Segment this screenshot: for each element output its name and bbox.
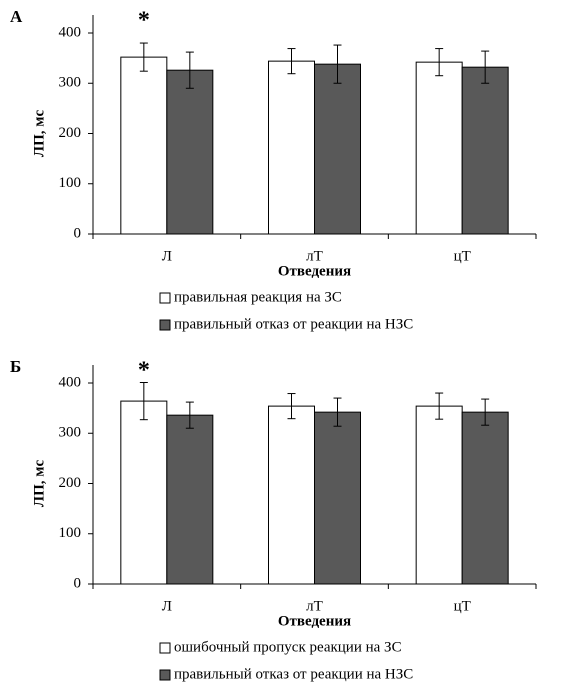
x-axis-label: Отведения [278, 613, 351, 629]
legend-swatch [159, 292, 171, 304]
bar [166, 69, 214, 235]
legend-label: ошибочный пропуск реакции на ЗС [174, 639, 402, 655]
legend-label: правильный отказ от реакции на НЗС [174, 666, 413, 682]
bar [461, 411, 509, 585]
x-tick-label: Л [162, 248, 172, 264]
error-bar [481, 50, 490, 84]
y-tick-label: 100 [59, 175, 82, 191]
y-axis-label: ЛП, мс [31, 460, 47, 508]
error-bar [333, 44, 342, 84]
annotation: * [138, 8, 150, 34]
bar [461, 66, 509, 235]
x-axis-label: Отведения [278, 263, 351, 279]
legend-swatch [159, 642, 171, 654]
y-tick-label: 300 [59, 425, 82, 441]
error-bar [481, 398, 490, 426]
panel-label: Б [10, 357, 21, 376]
legend-label: правильная реакция на ЗС [174, 289, 342, 305]
x-tick-label: лТ [306, 248, 323, 264]
error-bar [435, 48, 444, 77]
chart-panel: Б ЛП, мс Отведения 0 100 200 300 400 Л лТ цТ * ошибо… [10, 357, 537, 682]
y-tick-label: 200 [59, 125, 82, 141]
bar [268, 60, 315, 235]
error-bar [287, 393, 296, 420]
y-tick-label: 400 [59, 374, 82, 390]
y-tick-label: 0 [74, 575, 82, 591]
error-bar [287, 48, 296, 75]
annotation: * [138, 358, 150, 384]
error-bar [139, 42, 148, 72]
bar [415, 61, 463, 235]
error-bar [333, 397, 342, 427]
bar [415, 405, 463, 585]
bar [314, 63, 361, 235]
bar [268, 405, 315, 585]
x-tick-label: цТ [454, 248, 471, 264]
legend-swatch [159, 669, 171, 681]
y-axis-label: ЛП, мс [31, 110, 47, 158]
bar [120, 400, 168, 585]
x-tick-label: лТ [306, 598, 323, 614]
y-tick-label: 100 [59, 525, 82, 541]
error-bar [185, 401, 194, 429]
error-bar [139, 381, 148, 421]
y-tick-label: 200 [59, 475, 82, 491]
error-bar [435, 392, 444, 420]
y-tick-label: 0 [74, 225, 82, 241]
legend-swatch [159, 319, 171, 331]
error-bar [185, 51, 194, 89]
y-tick-label: 400 [59, 24, 82, 40]
x-tick-label: Л [162, 598, 172, 614]
legend-label: правильный отказ от реакции на НЗС [174, 316, 413, 332]
x-tick-label: цТ [454, 598, 471, 614]
bar [166, 414, 214, 585]
bar [120, 56, 168, 235]
y-tick-label: 300 [59, 75, 82, 91]
chart-panel: А ЛП, мс Отведения 0 100 200 300 400 Л лТ цТ * прави… [10, 7, 537, 332]
bar [314, 411, 361, 585]
panel-label: А [10, 7, 23, 26]
